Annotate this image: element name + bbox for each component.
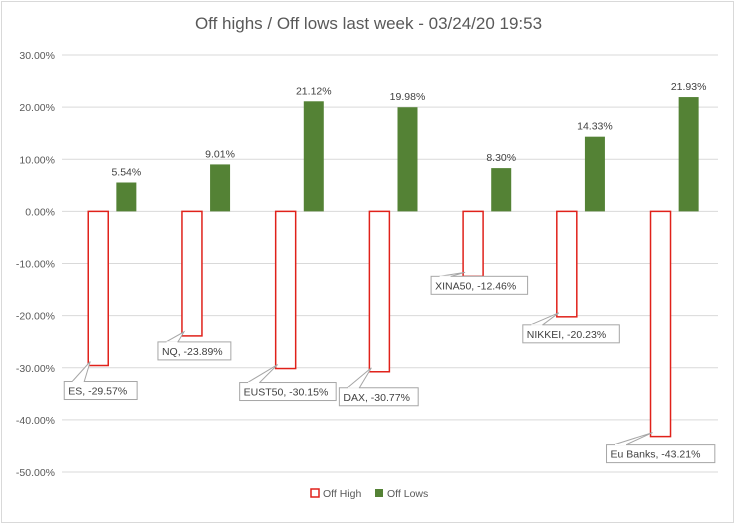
- off-high-callout: XINA50, -12.46%: [430, 271, 529, 295]
- legend-swatch-off-lows: [375, 489, 383, 497]
- legend-swatch-off-high: [310, 488, 320, 498]
- off-lows-bar: [397, 107, 418, 212]
- off-high-bar: [556, 210, 578, 318]
- y-tick-label: 30.00%: [19, 50, 55, 62]
- callout-box: [239, 382, 337, 402]
- y-tick-label: 20.00%: [19, 102, 55, 114]
- y-axis-ticks: 30.00% 20.00% 10.00% 0.00% -10.00% -20.00% -30…: [16, 50, 55, 479]
- off-high-bar: [274, 210, 297, 370]
- legend: Off High Off Lows: [310, 488, 428, 500]
- off-high-callout: NQ, -23.89%: [157, 330, 232, 361]
- callout-pointer: [164, 330, 186, 343]
- off-high-callout: NIKKEI, -20.23%: [522, 312, 620, 344]
- callout-box: [157, 341, 232, 361]
- off-high-callout: ES, -29.57%: [63, 361, 138, 401]
- callout-pointer: [346, 367, 372, 389]
- callout-pointer: [614, 432, 653, 446]
- off-high-data-label: Eu Banks, -43.21%: [611, 449, 701, 461]
- callout-pointer: [245, 364, 279, 384]
- off-high-data-label: DAX, -30.77%: [343, 392, 410, 404]
- y-tick-label: -20.00%: [16, 311, 55, 323]
- callout-pointer: [71, 361, 91, 383]
- y-tick-label: 0.00%: [25, 206, 55, 218]
- off-high-callout: DAX, -30.77%: [338, 367, 419, 407]
- off-lows-data-label: 5.54%: [111, 166, 141, 178]
- off-high-callout: EUST50, -30.15%: [239, 364, 337, 402]
- y-tick-label: -50.00%: [16, 467, 55, 479]
- off-high-data-label: XINA50, -12.46%: [435, 280, 516, 292]
- off-lows-data-label: 21.12%: [296, 85, 332, 97]
- data-labels: 5.54% ES, -29.57% 9.01% NQ, -23.89% 21.12% EU…: [63, 81, 716, 464]
- off-lows-bar: [303, 101, 324, 212]
- callout-box: [522, 324, 620, 344]
- legend-label-off-lows: Off Lows: [387, 488, 428, 500]
- y-tick-label: -40.00%: [16, 415, 55, 427]
- off-lows-bar: [116, 182, 137, 212]
- off-lows-data-label: 14.33%: [577, 121, 613, 133]
- off-lows-bar: [491, 168, 512, 212]
- off-high-data-label: NQ, -23.89%: [162, 346, 223, 358]
- off-lows-data-label: 9.01%: [205, 148, 235, 160]
- callout-box: [430, 275, 529, 295]
- off-lows-bar: [210, 164, 231, 212]
- callout-box: [606, 444, 716, 464]
- off-high-data-label: ES, -29.57%: [68, 386, 127, 398]
- bars: [87, 97, 699, 438]
- off-high-bar: [181, 210, 203, 337]
- callout-pointer: [530, 312, 560, 326]
- off-lows-data-label: 21.93%: [671, 81, 707, 93]
- off-high-bar: [462, 210, 484, 278]
- off-high-callout: Eu Banks, -43.21%: [606, 432, 716, 464]
- legend-item-off-high: Off High: [310, 488, 361, 500]
- off-high-bar: [649, 210, 672, 438]
- off-high-bar: [87, 210, 109, 367]
- off-high-bar: [368, 210, 391, 373]
- legend-label-off-high: Off High: [323, 488, 361, 500]
- off-high-data-label: EUST50, -30.15%: [244, 387, 329, 399]
- off-lows-data-label: 8.30%: [486, 152, 516, 164]
- chart-title: Off highs / Off lows last week - 03/24/2…: [194, 14, 543, 33]
- off-lows-bar: [584, 136, 605, 212]
- y-tick-label: -10.00%: [16, 259, 55, 271]
- y-tick-label: -30.00%: [16, 363, 55, 375]
- off-lows-bar: [678, 97, 699, 212]
- off-high-data-label: NIKKEI, -20.23%: [527, 329, 606, 341]
- y-tick-label: 10.00%: [19, 154, 55, 166]
- legend-item-off-lows: Off Lows: [375, 488, 428, 500]
- callout-box: [63, 381, 138, 401]
- callout-box: [338, 387, 419, 407]
- off-lows-data-label: 19.98%: [390, 91, 426, 103]
